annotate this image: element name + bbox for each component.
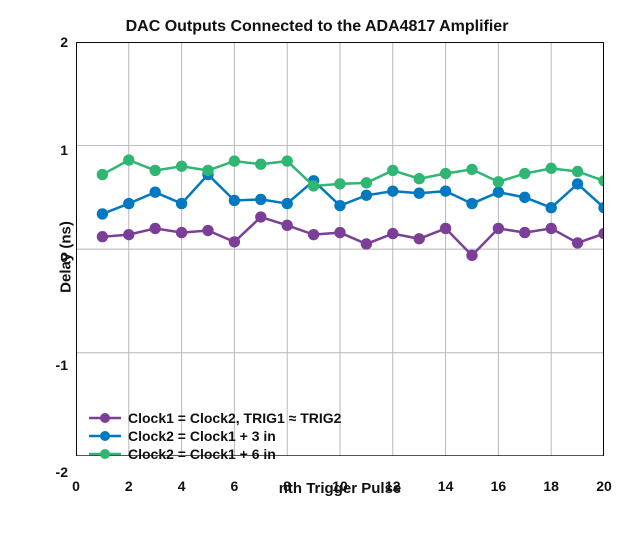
x-tick-label: 8 xyxy=(283,472,291,494)
series-blue-marker xyxy=(467,199,477,209)
series-green-marker xyxy=(309,181,319,191)
series-blue-marker xyxy=(573,179,583,189)
series-blue-marker xyxy=(546,203,556,213)
series-green-marker xyxy=(546,163,556,173)
y-tick-label: 2 xyxy=(32,34,76,50)
legend-label: Clock2 = Clock1 + 3 in xyxy=(128,428,276,444)
series-purple-marker xyxy=(414,234,424,244)
series-green-marker xyxy=(229,156,239,166)
series-green-marker xyxy=(520,169,530,179)
x-tick-label: 10 xyxy=(332,472,348,494)
x-tick-label: 20 xyxy=(596,472,612,494)
series-blue-marker xyxy=(361,190,371,200)
series-blue-marker xyxy=(414,188,424,198)
series-purple-marker xyxy=(493,223,503,233)
series-green-marker xyxy=(493,177,503,187)
series-blue-marker xyxy=(256,194,266,204)
series-green-marker xyxy=(124,155,134,165)
series-purple-marker xyxy=(335,228,345,238)
series-blue-marker xyxy=(97,209,107,219)
x-tick-label: 4 xyxy=(178,472,186,494)
plot-area: Delay (ns) Clock1 = Clock2, TRIG1 ≈ TRIG… xyxy=(76,42,604,472)
series-blue-marker xyxy=(229,195,239,205)
series-green-marker xyxy=(467,164,477,174)
series-purple-marker xyxy=(97,232,107,242)
series-green-marker xyxy=(177,161,187,171)
y-tick-label: -1 xyxy=(32,357,76,373)
series-green-marker xyxy=(282,156,292,166)
x-tick-label: 6 xyxy=(230,472,238,494)
series-purple-marker xyxy=(177,228,187,238)
series-purple-marker xyxy=(520,228,530,238)
series-purple-marker xyxy=(203,225,213,235)
chart-container: DAC Outputs Connected to the ADA4817 Amp… xyxy=(0,0,634,545)
x-tick-label: 0 xyxy=(72,472,80,494)
plot-svg xyxy=(76,42,604,456)
x-tick-label: 12 xyxy=(385,472,401,494)
legend-item: Clock1 = Clock2, TRIG1 ≈ TRIG2 xyxy=(88,410,341,426)
series-purple-marker xyxy=(256,212,266,222)
y-tick-label: 1 xyxy=(32,142,76,158)
series-green-marker xyxy=(256,159,266,169)
legend: Clock1 = Clock2, TRIG1 ≈ TRIG2 Clock2 = C… xyxy=(84,406,345,466)
chart-title: DAC Outputs Connected to the ADA4817 Amp… xyxy=(20,18,614,36)
series-purple-marker xyxy=(150,223,160,233)
series-green-marker xyxy=(150,165,160,175)
legend-swatch xyxy=(88,429,122,443)
series-purple-marker xyxy=(361,239,371,249)
legend-swatch xyxy=(88,411,122,425)
series-green-marker xyxy=(441,169,451,179)
series-green-marker xyxy=(97,170,107,180)
series-green-marker xyxy=(573,166,583,176)
series-blue-marker xyxy=(388,186,398,196)
legend-swatch xyxy=(88,447,122,461)
series-purple-marker xyxy=(546,223,556,233)
series-purple-marker xyxy=(467,250,477,260)
series-green-marker xyxy=(335,179,345,189)
legend-item: Clock2 = Clock1 + 3 in xyxy=(88,428,341,444)
x-tick-label: 14 xyxy=(438,472,454,494)
legend-item: Clock2 = Clock1 + 6 in xyxy=(88,446,341,462)
series-blue-marker xyxy=(335,201,345,211)
series-blue-marker xyxy=(150,187,160,197)
legend-label: Clock2 = Clock1 + 6 in xyxy=(128,446,276,462)
x-tick-label: 16 xyxy=(491,472,507,494)
series-purple-marker xyxy=(573,238,583,248)
series-blue-marker xyxy=(177,199,187,209)
legend-label: Clock1 = Clock2, TRIG1 ≈ TRIG2 xyxy=(128,410,341,426)
series-blue-marker xyxy=(124,199,134,209)
series-blue-marker xyxy=(441,186,451,196)
series-purple-marker xyxy=(282,220,292,230)
series-blue-marker xyxy=(282,199,292,209)
y-tick-label: 0 xyxy=(32,249,76,265)
x-tick-label: 18 xyxy=(543,472,559,494)
x-tick-label: 2 xyxy=(125,472,133,494)
series-purple-marker xyxy=(388,229,398,239)
series-green-marker xyxy=(203,165,213,175)
series-blue-marker xyxy=(493,187,503,197)
y-tick-label: -2 xyxy=(32,464,76,480)
series-purple-marker xyxy=(441,223,451,233)
series-green-marker xyxy=(361,178,371,188)
series-blue-marker xyxy=(520,192,530,202)
series-green-marker xyxy=(388,165,398,175)
series-purple-marker xyxy=(229,237,239,247)
series-purple-marker xyxy=(124,230,134,240)
series-green-marker xyxy=(414,174,424,184)
series-purple-marker xyxy=(309,230,319,240)
